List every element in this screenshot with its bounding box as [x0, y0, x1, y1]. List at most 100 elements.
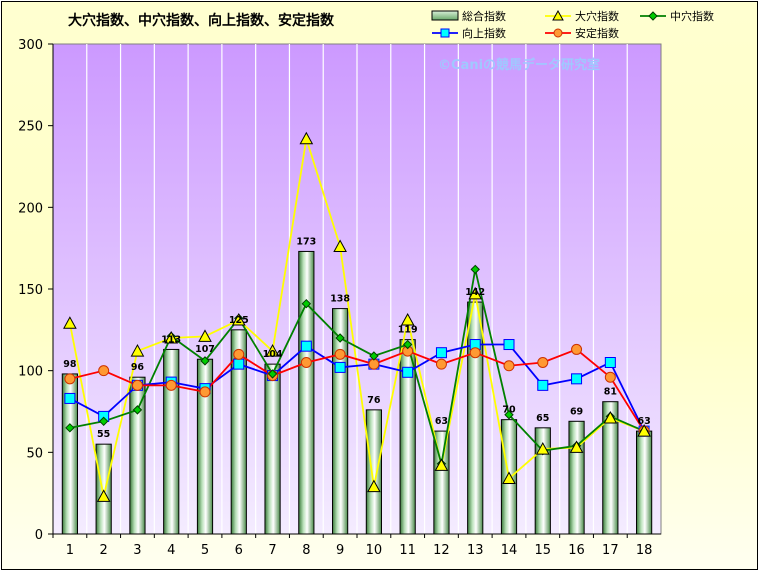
square-marker	[604, 357, 616, 368]
x-tick-label: 17	[602, 543, 619, 558]
bar-data-label: 173	[296, 236, 316, 247]
triangle-marker	[468, 286, 483, 300]
x-tick-label: 15	[535, 543, 552, 558]
x-tick-label: 8	[302, 543, 310, 558]
legend-swatch-bar	[431, 10, 459, 21]
circle-marker	[604, 371, 616, 383]
legend-square-marker	[440, 28, 450, 38]
bar-data-label: 70	[502, 405, 516, 416]
square-marker	[300, 340, 312, 352]
bar-data-label: 76	[367, 395, 381, 406]
triangle-marker	[231, 312, 246, 326]
x-tick-label: 11	[399, 543, 416, 558]
diamond-marker	[65, 423, 75, 433]
circle-marker	[435, 358, 447, 370]
diamond-marker	[402, 339, 413, 350]
circle-marker	[64, 373, 76, 385]
triangle-marker	[63, 316, 77, 329]
triangle-marker	[130, 344, 145, 357]
triangle-marker	[367, 479, 381, 493]
bar-data-label: 65	[536, 413, 549, 424]
x-tick-label: 9	[336, 543, 344, 558]
y-tick-label: 250	[18, 120, 43, 135]
bar	[298, 250, 315, 535]
series-line	[69, 269, 645, 465]
x-tick-label: 7	[268, 543, 276, 558]
diamond-marker	[369, 351, 379, 361]
bar-data-label: 119	[398, 325, 418, 336]
bar-data-label: 104	[263, 349, 283, 360]
diamond-marker	[98, 416, 109, 427]
diamond-marker	[267, 369, 278, 379]
bar-data-label: 69	[570, 406, 583, 417]
square-marker	[503, 339, 515, 351]
x-tick-label: 16	[568, 543, 585, 558]
circle-marker	[469, 347, 481, 359]
square-marker	[537, 379, 549, 391]
triangle-marker	[400, 312, 415, 326]
circle-marker	[165, 379, 177, 391]
circle-marker	[131, 379, 143, 391]
x-tick-label: 3	[133, 543, 141, 558]
y-tick-label: 50	[26, 446, 43, 461]
diamond-marker	[301, 298, 312, 309]
square-marker	[64, 392, 76, 404]
x-tick-label: 5	[201, 543, 209, 558]
bar	[467, 301, 484, 535]
triangle-marker	[299, 131, 314, 145]
bar-data-label: 63	[637, 416, 650, 427]
triangle-marker	[502, 471, 516, 484]
legend-circle-marker	[553, 28, 563, 38]
bar-data-label: 107	[195, 344, 215, 355]
triangle-marker	[333, 239, 347, 253]
y-tick-label: 0	[35, 528, 43, 543]
circle-marker	[571, 343, 583, 355]
circle-marker	[537, 357, 549, 368]
triangle-marker	[603, 410, 618, 424]
bar-data-label: 96	[131, 362, 145, 373]
triangle-marker	[569, 440, 584, 453]
markers-group	[63, 131, 651, 502]
square-marker	[435, 347, 447, 359]
x-tick-label: 14	[501, 543, 518, 558]
bar	[129, 376, 146, 535]
triangle-marker	[265, 344, 280, 357]
y-tick-label: 300	[18, 38, 43, 53]
bar-data-label: 113	[161, 334, 181, 345]
legend-label: 中穴指数	[670, 9, 714, 23]
square-marker	[571, 373, 583, 385]
square-marker	[402, 366, 414, 378]
bar-data-label: 125	[229, 315, 249, 326]
diamond-marker	[200, 356, 210, 366]
circle-marker	[503, 360, 515, 372]
bar-data-label: 81	[604, 387, 617, 398]
bar	[95, 443, 112, 535]
legend-label: 大穴指数	[575, 9, 619, 23]
bar-data-label: 55	[97, 429, 110, 440]
data-labels-group: 98 55 96 113 107 125 104 173 138 76 119 63 142 70 65 69…	[63, 236, 650, 440]
triangle-marker	[434, 458, 449, 471]
x-tick-label: 12	[433, 543, 450, 558]
x-tick-label: 6	[235, 543, 243, 558]
bar-data-label: 98	[63, 359, 77, 370]
gridlines	[86, 44, 628, 534]
bar-data-label: 138	[330, 294, 350, 305]
x-tick-label: 2	[100, 543, 108, 558]
circle-marker	[98, 365, 110, 377]
circle-marker	[233, 348, 245, 360]
chart-title: 大穴指数、中穴指数、向上指数、安定指数	[68, 12, 335, 29]
triangle-marker	[96, 489, 111, 502]
circle-marker	[334, 348, 346, 360]
series-line	[69, 343, 645, 432]
x-tick-label: 13	[467, 543, 484, 558]
diamond-marker	[504, 410, 514, 420]
x-tick-label: 1	[66, 543, 74, 558]
bar-data-label: 142	[465, 287, 485, 298]
legend-triangle-marker	[552, 9, 564, 21]
y-tick-label: 100	[18, 365, 43, 380]
bar	[365, 409, 382, 535]
legend-label: 向上指数	[462, 26, 506, 40]
